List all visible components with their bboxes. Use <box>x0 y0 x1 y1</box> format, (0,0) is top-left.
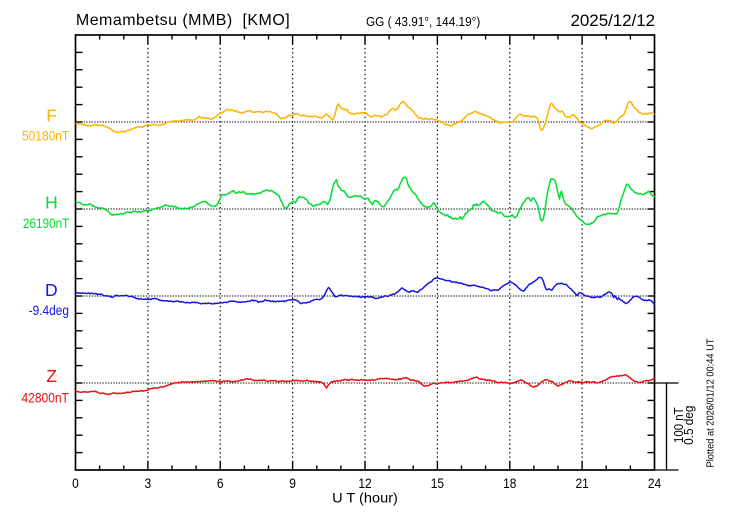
svg-text:6: 6 <box>217 475 224 491</box>
svg-text:18: 18 <box>503 475 516 491</box>
svg-text:9: 9 <box>289 475 296 491</box>
svg-text:0.5 deg: 0.5 deg <box>681 406 696 445</box>
svg-text:42800nT: 42800nT <box>22 389 70 405</box>
svg-text:F: F <box>46 105 57 125</box>
svg-text:0: 0 <box>72 475 79 491</box>
svg-text:H: H <box>45 193 58 213</box>
svg-text:26190nT: 26190nT <box>23 215 70 231</box>
svg-text:50180nT: 50180nT <box>22 127 70 143</box>
svg-text:-9.4deg: -9.4deg <box>29 302 69 318</box>
svg-text:24: 24 <box>648 475 661 491</box>
svg-text:Plotted at 2026/01/12 00:44 UT: Plotted at 2026/01/12 00:44 UT <box>705 338 717 468</box>
svg-text:GG ( 43.91°, 144.19°): GG ( 43.91°, 144.19°) <box>366 14 480 29</box>
svg-text:100 nT: 100 nT <box>671 407 686 443</box>
svg-text:2025/12/12: 2025/12/12 <box>571 11 656 30</box>
svg-text:21: 21 <box>575 475 588 491</box>
svg-text:Memambetsu (MMB) [KMO]: Memambetsu (MMB) [KMO] <box>76 12 290 29</box>
svg-text:U T (hour): U T (hour) <box>332 490 398 506</box>
svg-text:15: 15 <box>431 475 444 491</box>
svg-text:3: 3 <box>145 475 152 491</box>
svg-text:D: D <box>45 280 58 300</box>
svg-text:12: 12 <box>358 475 371 491</box>
svg-text:Z: Z <box>46 366 57 386</box>
